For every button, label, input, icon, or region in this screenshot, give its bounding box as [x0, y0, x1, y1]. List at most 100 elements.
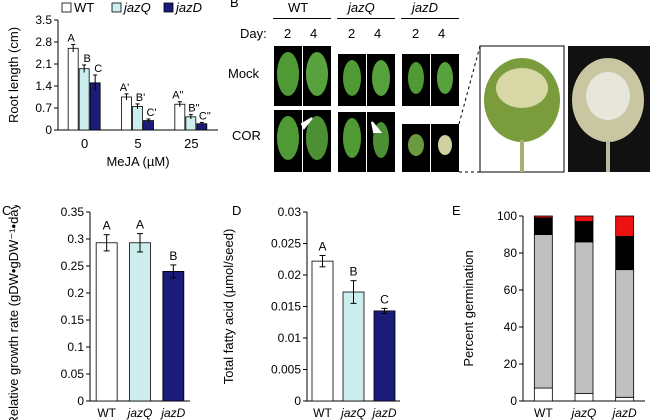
bar — [121, 96, 132, 131]
bar — [78, 68, 90, 131]
genotype-underline-3 — [401, 18, 459, 19]
panel-c-letter: C — [2, 203, 12, 218]
y-tick-label: 0.01 — [278, 331, 302, 345]
y-tick-label: 0.025 — [271, 237, 301, 251]
y-tick-label: 100 — [497, 209, 517, 223]
bar — [174, 103, 186, 131]
day-2-wt: 2 — [284, 26, 292, 41]
y-tick-label: 0 — [45, 123, 52, 137]
y-tick-label: 2.1 — [35, 57, 52, 71]
x-axis-title: MeJA (µM) — [106, 154, 169, 169]
x-tick-label: jazQ — [126, 406, 153, 420]
stacked-bar-segment — [533, 215, 553, 219]
arrow-jazq-icon — [371, 121, 383, 133]
significance-letter: B — [169, 249, 177, 263]
y-tick-label: 3.5 — [35, 13, 52, 27]
significance-letter: A — [318, 239, 326, 253]
stacked-bar-segment — [533, 387, 553, 402]
fatty-acid-chart: 0 0.005 0.01 0.015 0.02 0.025 0.03 Total fatty … — [221, 205, 400, 420]
y-tick-label: 0.03 — [278, 205, 302, 219]
significance-letter: A" — [172, 90, 183, 102]
x-tick-label: jazD — [611, 406, 637, 420]
stacked-bar-segment — [574, 221, 594, 243]
y-tick-label: 0.005 — [271, 363, 301, 377]
bar — [67, 47, 79, 131]
day-label: Day: — [240, 26, 267, 41]
y-axis-title: Total fatty acid (µmol/seed) — [221, 229, 236, 385]
significance-letter: C — [94, 63, 102, 75]
legend-swatch — [163, 2, 174, 13]
genotype-label-jazd: jazD — [412, 0, 439, 15]
legend-swatch — [61, 2, 72, 13]
legend-label: jazQ — [122, 0, 151, 15]
y-axis-title: Relative growth rate (gDW•gDW⁻¹•day⁻¹) — [6, 205, 21, 420]
zoom-leaf-2-center — [586, 72, 630, 120]
y-tick-label: 0 — [77, 394, 84, 408]
y-tick-label: 0 — [294, 394, 301, 408]
y-tick-label: 0.02 — [278, 268, 302, 282]
legend-swatch — [111, 2, 122, 13]
bar — [342, 291, 365, 402]
y-axis-title: Root length (cm) — [6, 27, 21, 123]
leaf-cor-wt-d2 — [277, 116, 299, 160]
genotype-label-wt: WT — [288, 0, 309, 15]
stacked-bar-segment — [615, 396, 635, 402]
row-label-cor: COR — [232, 128, 261, 143]
leaf-photo-grid — [274, 45, 650, 173]
day-2-jazd: 2 — [412, 26, 420, 41]
y-tick-label: 0.3 — [67, 232, 84, 246]
day-4-jazd: 4 — [438, 26, 446, 41]
x-tick-label: WT — [97, 406, 116, 420]
y-tick-label: 0.35 — [61, 205, 85, 219]
germination-chart: 0 20 40 60 80 100 Percent germination WT jazQ jaz… — [461, 209, 645, 420]
x-tick-label: jazQ — [570, 406, 597, 420]
growth-rate-chart: 0 0.05 0.1 0.15 0.2 0.25 0.3 0.35 Relative growt… — [6, 205, 190, 420]
stacked-bar-segment — [574, 215, 594, 222]
y-tick-label: 0.05 — [61, 367, 85, 381]
photo-panel: WT jazQ jazD Day: 2 4 2 4 2 4 Mock COR — [228, 0, 650, 180]
significance-letter: A' — [120, 82, 129, 94]
x-tick-label: WT — [534, 406, 553, 420]
bar — [129, 242, 151, 402]
stacked-bar-segment — [615, 269, 635, 398]
leaf-cor-jazd-d2 — [408, 134, 424, 156]
leaf-mock-wt-d2 — [277, 52, 299, 96]
panel-e-letter: E — [452, 203, 461, 218]
y-axis-title: Percent germination — [461, 250, 476, 366]
y-tick-label: 0.25 — [61, 259, 85, 273]
leaf-cor-wt-d4 — [306, 116, 328, 160]
stacked-bar-segment — [574, 393, 594, 402]
genotype-label-jazq: jazQ — [348, 0, 375, 15]
y-tick-label: 0.15 — [61, 313, 85, 327]
significance-letter: A — [67, 33, 75, 45]
significance-letter: A — [103, 219, 111, 233]
significance-letter: B — [83, 53, 90, 65]
x-tick-label: jazD — [370, 406, 396, 420]
legend-label: jazD — [174, 0, 202, 15]
leaf-mock-jazq-d2 — [343, 60, 361, 96]
bar — [132, 106, 143, 131]
bar — [311, 260, 334, 402]
leaf-mock-jazd-d2 — [408, 62, 424, 94]
bar — [373, 310, 396, 402]
y-tick-label: 80 — [504, 246, 518, 260]
y-tick-label: 2.8 — [35, 35, 52, 49]
significance-letter: C" — [199, 110, 211, 122]
y-tick-label: 40 — [504, 320, 518, 334]
y-tick-label: 0 — [510, 394, 517, 408]
x-tick-label: jazD — [159, 406, 185, 420]
legend-label: WT — [74, 0, 94, 15]
y-tick-label: 60 — [504, 283, 518, 297]
x-tick-label: 25 — [184, 136, 198, 151]
genotype-underline-1 — [273, 18, 331, 19]
x-tick-label: 0 — [81, 136, 88, 151]
y-tick-label: 0.2 — [67, 286, 84, 300]
day-2-jazq: 2 — [348, 26, 356, 41]
significance-letter: B" — [188, 103, 199, 115]
y-tick-label: 0.015 — [271, 300, 301, 314]
panel-b-letter: B — [230, 0, 239, 10]
arrow-wt-icon — [300, 117, 313, 130]
stacked-bar-segment — [533, 217, 553, 235]
significance-letter: C' — [146, 107, 156, 119]
y-tick-label: 0.1 — [67, 340, 84, 354]
